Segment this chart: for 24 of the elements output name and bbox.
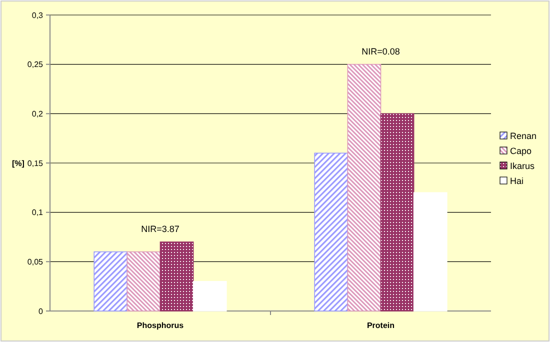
y-axis-title: [%] <box>12 159 25 168</box>
bar <box>347 64 382 312</box>
y-tick-label: 0,1 <box>32 208 44 218</box>
x-tick-label: Phosphorus <box>136 321 184 330</box>
legend-label: Capo <box>510 146 532 156</box>
y-tick-label: 0,15 <box>27 158 44 168</box>
annotation: NIR=0.08 <box>362 46 400 56</box>
bar <box>413 192 448 312</box>
x-tick-label: Protein <box>366 321 395 330</box>
bar <box>126 251 161 312</box>
legend-label: Ikarus <box>510 161 536 172</box>
bar <box>94 251 128 312</box>
annotation: NIR=3.87 <box>141 224 180 234</box>
y-tick-label: 0,05 <box>27 257 44 266</box>
bar <box>314 152 348 312</box>
y-tick-label: 0,25 <box>27 60 44 70</box>
bar <box>160 242 194 312</box>
bar <box>380 113 414 312</box>
y-tick-label: 0 <box>38 306 44 316</box>
y-tick-label: 0,2 <box>32 109 44 118</box>
y-tick-label: 0,3 <box>32 10 44 20</box>
legend-label: Hai <box>510 176 524 186</box>
bar <box>192 281 227 312</box>
legend-label: Renan <box>510 131 537 142</box>
